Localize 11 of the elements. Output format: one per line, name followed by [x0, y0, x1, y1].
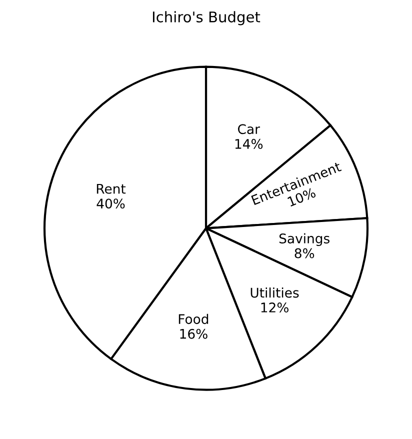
data-label: 12% — [261, 302, 288, 312]
chart-title: Ichiro's Budget — [152, 11, 260, 26]
slice-label: Rent — [96, 184, 126, 194]
data-label: 14% — [235, 138, 263, 149]
slice-label: Car — [238, 124, 260, 134]
data-label: 16% — [180, 328, 208, 339]
data-label: 40% — [96, 198, 125, 209]
slice-label: Utilities — [250, 288, 299, 298]
slice-label: Food — [178, 314, 208, 324]
slice-label: Savings — [279, 233, 330, 246]
data-label: 8% — [294, 248, 314, 258]
